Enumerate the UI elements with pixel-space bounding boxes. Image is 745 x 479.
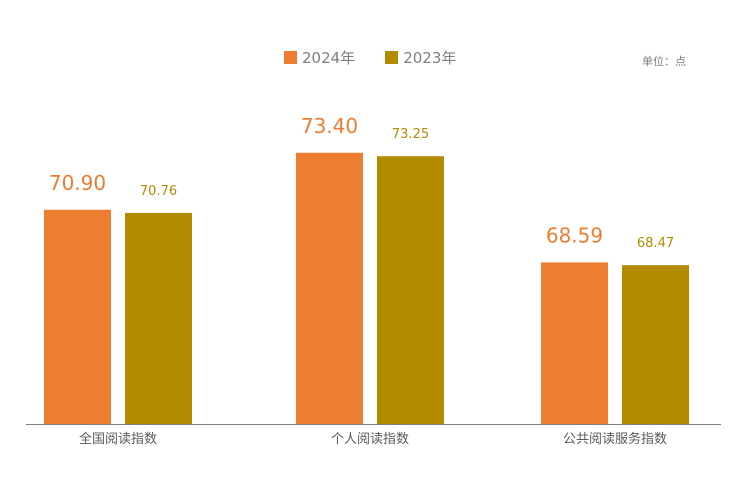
legend-label-2023: 2023年 <box>403 49 457 67</box>
bar-2024-1 <box>296 152 363 424</box>
bar-2023-1 <box>377 156 444 425</box>
bar-2024-2 <box>541 262 608 424</box>
legend-label-2024: 2024年 <box>302 49 356 67</box>
legend-swatch-2023 <box>385 51 399 64</box>
category-label-1: 个人阅读指数 <box>331 432 409 447</box>
data-label-2024-1: 73.40 <box>301 114 358 138</box>
legend-item-2023: 2023年 <box>385 47 456 68</box>
chart-legend: 2024年 2023年 <box>284 47 486 68</box>
category-label-0: 全国阅读指数 <box>79 431 157 447</box>
unit-label: 单位：点 <box>642 55 686 68</box>
data-label-2024-0: 70.90 <box>49 171 106 195</box>
data-label-2023-2: 68.47 <box>637 236 674 251</box>
data-label-2024-2: 68.59 <box>546 223 603 247</box>
category-label-2: 公共阅读服务指数 <box>563 431 667 447</box>
bar-2023-0 <box>125 212 192 424</box>
legend-item-2024: 2024年 <box>284 47 355 68</box>
legend-swatch-2024 <box>284 51 297 64</box>
data-label-2023-1: 73.25 <box>392 127 429 142</box>
bar-2023-2 <box>622 265 689 424</box>
bar-2024-0 <box>44 209 111 424</box>
data-label-2023-0: 70.76 <box>140 184 177 199</box>
